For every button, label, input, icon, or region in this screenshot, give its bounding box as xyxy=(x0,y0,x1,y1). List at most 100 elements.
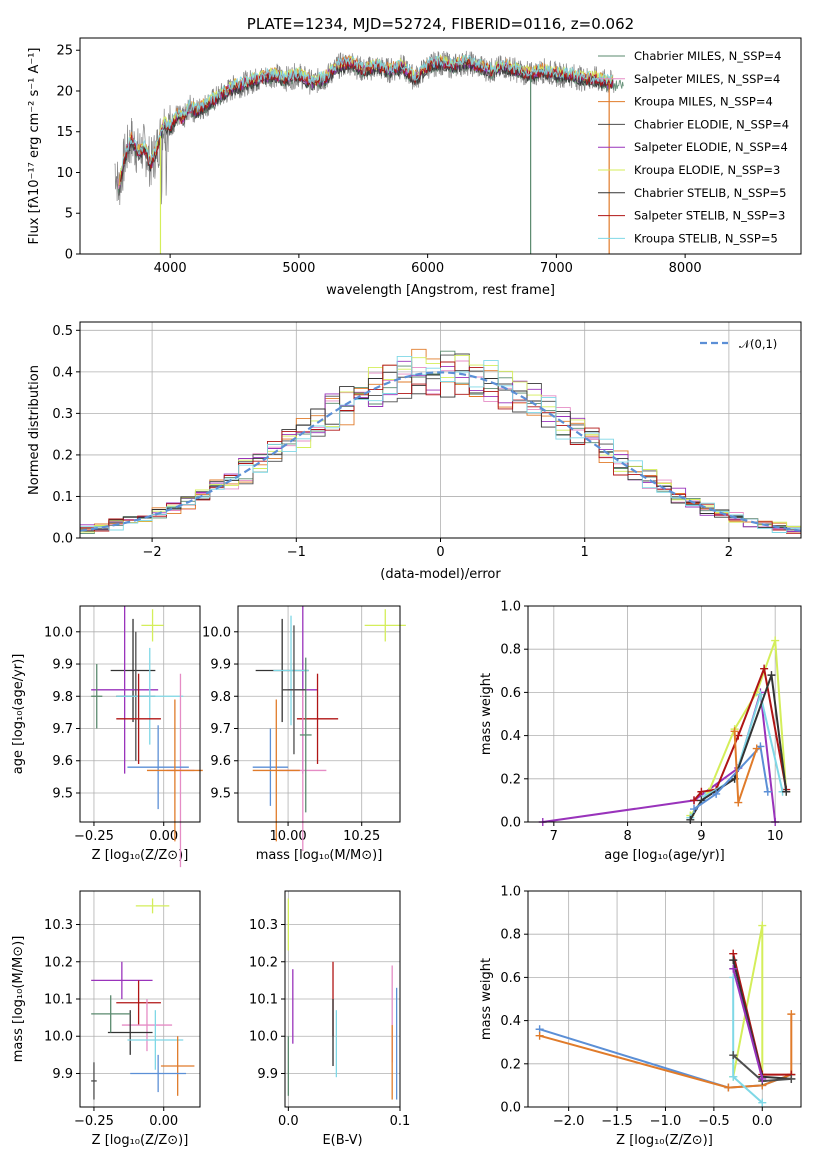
x-axis-label: mass [log₁₀(M/M⊙)] xyxy=(256,848,383,863)
y-tick-label: 10.1 xyxy=(249,993,278,1008)
y-tick-label: 10 xyxy=(56,166,73,181)
y-tick-label: 20 xyxy=(56,84,73,99)
chart-title: PLATE=1234, MJD=52724, FIBERID=0116, z=0… xyxy=(247,15,634,33)
axes-frame xyxy=(527,605,802,823)
model-spectrum xyxy=(121,54,614,171)
x-tick-label: 6000 xyxy=(411,261,444,276)
y-tick-label: 0.8 xyxy=(500,928,521,943)
y-tick-label: 10.1 xyxy=(44,993,73,1008)
y-axis-label: mass [log₁₀(M/M⊙)] xyxy=(11,936,26,1063)
x-tick-label: 8 xyxy=(623,829,631,844)
x-tick-label: −2.0 xyxy=(553,1114,585,1129)
x-tick-label: 0 xyxy=(436,545,444,560)
x-tick-label: 0.00 xyxy=(149,829,178,844)
x-tick-label: 8000 xyxy=(669,261,702,276)
x-tick-label: 0.0 xyxy=(752,1114,773,1129)
gaussian-curve xyxy=(79,371,802,532)
residual-histogram xyxy=(80,355,801,533)
weight-marker xyxy=(729,1051,738,1060)
x-tick-label: 10.00 xyxy=(269,829,306,844)
weight-marker xyxy=(697,787,706,796)
weight-marker xyxy=(712,789,721,798)
weight-marker xyxy=(756,690,765,699)
weight-marker xyxy=(782,787,791,796)
x-tick-label: 1 xyxy=(581,545,589,560)
y-tick-label: 10.3 xyxy=(44,918,73,933)
y-axis-label: Flux [fλ10⁻¹⁷ erg cm⁻² s⁻¹ A⁻¹] xyxy=(27,48,42,245)
x-axis-label: wavelength [Angstrom, rest frame] xyxy=(326,283,555,298)
x-axis-label: E(B-V) xyxy=(322,1133,362,1148)
y-tick-label: 5 xyxy=(65,207,73,222)
y-tick-label: 0.0 xyxy=(500,1101,521,1116)
axes-frame xyxy=(284,890,401,1108)
y-tick-label: 1.0 xyxy=(500,885,521,900)
weight-marker xyxy=(734,798,743,807)
y-tick-label: 10.3 xyxy=(249,918,278,933)
x-tick-label: 5000 xyxy=(282,261,315,276)
x-tick-label: −2 xyxy=(143,545,162,560)
y-axis-label: Normed distribution xyxy=(27,365,42,495)
weight-marker xyxy=(787,1010,796,1019)
x-tick-label: 7 xyxy=(550,829,558,844)
y-tick-label: 9.8 xyxy=(210,690,231,705)
weight-marker xyxy=(686,815,695,824)
y-tick-label: 0.1 xyxy=(52,490,73,505)
weight-marker xyxy=(724,1083,733,1092)
weight-marker xyxy=(758,921,767,930)
y-tick-label: 9.9 xyxy=(210,658,231,673)
weight-marker xyxy=(690,796,699,805)
y-tick-label: 0.3 xyxy=(52,407,73,422)
legend-label: Kroupa MILES, N_SSP=4 xyxy=(634,95,773,109)
weight-marker xyxy=(730,727,739,736)
x-tick-label: 10 xyxy=(767,829,784,844)
x-tick-label: 10.25 xyxy=(343,829,380,844)
x-tick-label: 9 xyxy=(697,829,705,844)
y-axis-label: age [log₁₀(age/yr)] xyxy=(11,654,26,775)
weight-marker xyxy=(690,805,699,814)
y-tick-label: 0.6 xyxy=(500,686,521,701)
weight-marker xyxy=(729,956,738,965)
x-tick-label: −0.5 xyxy=(698,1114,730,1129)
x-tick-label: 4000 xyxy=(154,261,187,276)
y-tick-label: 0.8 xyxy=(500,643,521,658)
weight-marker xyxy=(758,1098,767,1107)
axes-frame xyxy=(527,890,802,1108)
weight-marker xyxy=(729,964,738,973)
x-tick-label: −0.25 xyxy=(74,1114,114,1129)
y-tick-label: 10.2 xyxy=(44,955,73,970)
weight-marker xyxy=(767,671,776,680)
legend-label: Chabrier MILES, N_SSP=4 xyxy=(634,49,781,63)
weight-marker xyxy=(760,664,769,673)
x-tick-label: 0.1 xyxy=(390,1114,411,1129)
y-tick-label: 9.5 xyxy=(52,786,73,801)
spectrum-lines xyxy=(114,50,624,254)
y-tick-label: 9.7 xyxy=(210,722,231,737)
legend-label: Salpeter MILES, N_SSP=4 xyxy=(634,72,780,86)
x-tick-label: 2 xyxy=(725,545,733,560)
x-axis-label: Z [log₁₀(Z/Z⊙)] xyxy=(616,1133,713,1148)
axes-frame xyxy=(237,605,401,823)
y-tick-label: 15 xyxy=(56,125,73,140)
x-axis-label: Z [log₁₀(Z/Z⊙)] xyxy=(92,848,189,863)
weight-marker xyxy=(535,1031,544,1040)
legend-label: Kroupa STELIB, N_SSP=5 xyxy=(634,231,778,245)
y-tick-label: 9.8 xyxy=(52,690,73,705)
x-axis-label: age [log₁₀(age/yr)] xyxy=(604,848,725,863)
x-tick-label: 7000 xyxy=(540,261,573,276)
x-tick-label: −1.0 xyxy=(650,1114,682,1129)
weight-marker xyxy=(758,1074,767,1083)
weight-series-line xyxy=(693,664,788,802)
y-tick-label: 9.5 xyxy=(210,786,231,801)
x-axis-label: Z [log₁₀(Z/Z⊙)] xyxy=(92,1133,189,1148)
legend-label: Salpeter ELODIE, N_SSP=4 xyxy=(634,140,788,154)
y-tick-label: 9.7 xyxy=(52,722,73,737)
weight-marker xyxy=(771,636,780,645)
y-tick-label: 25 xyxy=(56,44,73,59)
x-axis-label: (data-model)/error xyxy=(380,567,501,582)
weight-marker xyxy=(729,1072,738,1081)
legend-label: 𝒩(0,1) xyxy=(739,337,777,351)
y-tick-label: 0.4 xyxy=(500,729,521,744)
weight-marker xyxy=(787,1074,796,1083)
weight-series-line xyxy=(693,744,769,810)
